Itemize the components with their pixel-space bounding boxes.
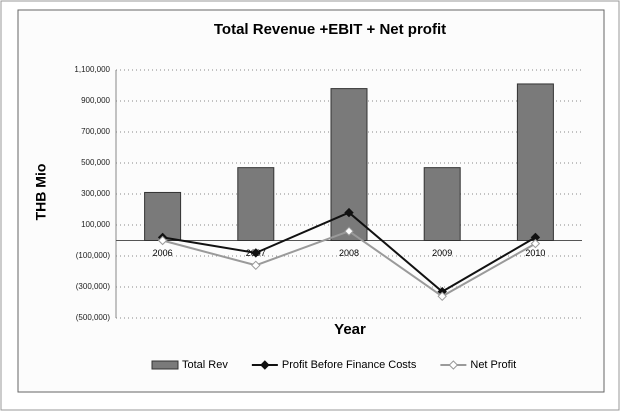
bar: [516, 83, 554, 241]
y-tick-label: 1,100,000: [74, 65, 110, 74]
x-axis-label: Year: [334, 321, 366, 338]
legend-marker: [260, 360, 270, 370]
chart-title: Total Revenue +EBIT + Net profit: [214, 21, 446, 38]
y-tick-label: (100,000): [76, 251, 111, 260]
y-tick-label: 900,000: [81, 96, 110, 105]
line-marker: [437, 291, 447, 302]
bar: [423, 167, 461, 241]
line-marker: [344, 226, 354, 236]
legend-marker: [448, 360, 459, 370]
line-marker: [530, 238, 541, 249]
legend-swatch: [151, 360, 179, 370]
bar: [237, 167, 275, 241]
x-tick-label: 2008: [339, 248, 359, 258]
y-tick-label: (300,000): [76, 282, 111, 291]
y-axis-label: THB Mio: [33, 164, 49, 221]
line-marker: [251, 260, 261, 271]
line-marker: [251, 248, 261, 258]
y-tick-label: 300,000: [81, 189, 110, 198]
legend-label: Profit Before Finance Costs: [282, 359, 417, 371]
bar: [144, 191, 182, 241]
line-marker: [344, 207, 354, 218]
y-tick-label: 700,000: [81, 127, 110, 136]
line-marker: [157, 235, 168, 246]
y-tick-label: 100,000: [81, 220, 110, 229]
legend-label: Net Profit: [470, 359, 516, 371]
y-tick-label: 500,000: [81, 158, 110, 167]
x-tick-label: 2006: [153, 248, 173, 258]
y-tick-label: (500,000): [76, 313, 111, 322]
legend-label: Total Rev: [182, 359, 228, 371]
x-tick-label: 2010: [525, 248, 545, 258]
x-tick-label: 2009: [432, 248, 452, 258]
